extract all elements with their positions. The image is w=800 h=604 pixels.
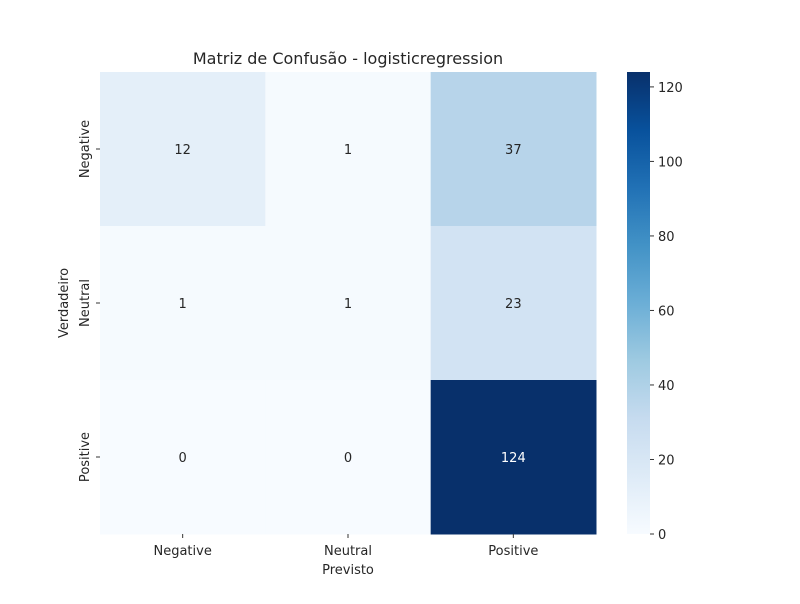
heatmap-cell: [265, 380, 432, 535]
heatmap-cell: [430, 226, 597, 381]
cell-value-label: 124: [501, 451, 526, 466]
chart-title: Matriz de Confusão - logisticregression: [193, 49, 503, 68]
heatmap-cell: [265, 226, 432, 381]
cell-value-label: 0: [179, 451, 187, 466]
colorbar-tick-label: 100: [658, 155, 683, 170]
colorbar-tick-label: 120: [658, 81, 683, 96]
cell-value-label: 1: [344, 297, 352, 312]
colorbar-tick-label: 20: [658, 453, 675, 468]
heatmap-cell: [265, 72, 432, 227]
x-tick-label: Positive: [488, 544, 538, 559]
heatmap-cell-labels: 12 1 37 1 1 23 0 0 124: [174, 143, 525, 466]
cell-value-label: 23: [505, 297, 522, 312]
x-axis-ticks: Negative Neutral Positive: [153, 534, 538, 559]
x-tick-label: Neutral: [324, 544, 372, 559]
colorbar: [627, 72, 650, 534]
cell-value-label: 12: [174, 143, 191, 158]
x-axis-label: Previsto: [322, 563, 374, 578]
y-axis-label: Verdadeiro: [57, 268, 72, 338]
heatmap-cell: [100, 72, 266, 227]
cell-value-label: 1: [344, 143, 352, 158]
y-tick-label: Neutral: [78, 279, 93, 327]
colorbar-ticks: 0 20 40 60 80 100 120: [650, 81, 683, 543]
heatmap-cell: [430, 380, 597, 535]
y-tick-label: Positive: [78, 432, 93, 482]
cell-value-label: 37: [505, 143, 522, 158]
heatmap-cell: [100, 380, 266, 535]
colorbar-tick-label: 0: [658, 528, 666, 543]
colorbar-tick-label: 40: [658, 379, 675, 394]
y-axis-ticks: Negative Neutral Positive: [78, 120, 100, 482]
heatmap-cell: [430, 72, 597, 227]
colorbar-tick-label: 60: [658, 304, 675, 319]
heatmap-cells: [100, 72, 597, 535]
cell-value-label: 0: [344, 451, 352, 466]
colorbar-tick-label: 80: [658, 230, 675, 245]
y-tick-label: Negative: [78, 120, 93, 178]
x-tick-label: Negative: [153, 544, 211, 559]
cell-value-label: 1: [179, 297, 187, 312]
heatmap-cell: [100, 226, 266, 381]
